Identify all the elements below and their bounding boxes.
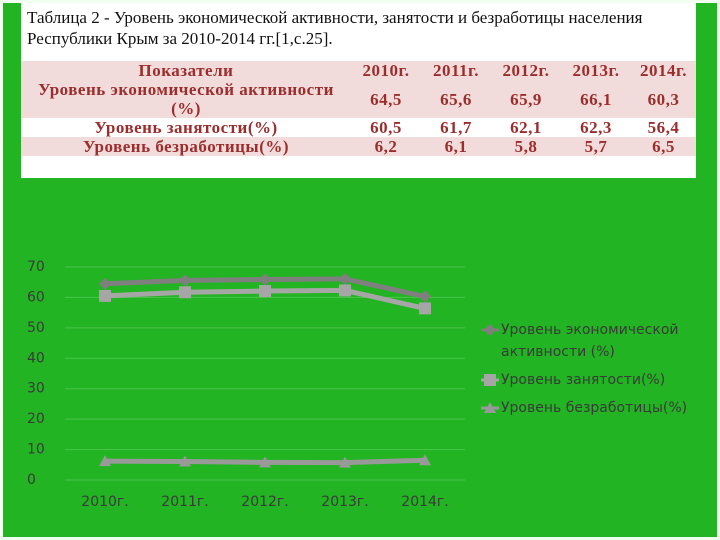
- table-cell: 65,6: [440, 89, 472, 109]
- marker: [179, 286, 191, 299]
- table-image: Таблица 2 - Уровень экономической активн…: [21, 3, 696, 178]
- marker: [484, 374, 496, 386]
- y-tick-label: 0: [27, 472, 36, 488]
- header-cell: 2010г.: [362, 61, 410, 80]
- marker: [259, 273, 271, 286]
- table-cell: 6,1: [444, 137, 468, 156]
- table-cell: 6,5: [652, 137, 675, 156]
- marker: [484, 402, 496, 413]
- table-row: Уровень безработицы(%) 6,2 6,1 5,8 5,7 6,5: [21, 137, 696, 156]
- x-tick-label: 2011г.: [161, 494, 208, 510]
- x-tick-label: 2012г.: [241, 494, 288, 510]
- legend-label: Уровень безработицы(%): [501, 400, 688, 416]
- marker: [419, 290, 431, 303]
- table-cell: 56,4: [647, 118, 680, 137]
- header-cell: 2011г.: [432, 61, 480, 80]
- marker: [419, 454, 431, 466]
- table-title: Таблица 2 - Уровень экономической активн…: [27, 8, 643, 48]
- table-row: Уровень занятости(%) 60,5 61,7 62,1 62,3 56,4: [21, 118, 696, 137]
- marker: [339, 272, 351, 285]
- legend-label: Уровень экономической активности (%): [501, 322, 679, 360]
- table-cell: 5,8: [514, 137, 538, 156]
- marker: [99, 277, 111, 290]
- marker: [99, 455, 111, 467]
- table-cell: 66,1: [580, 89, 612, 109]
- marker: [339, 284, 351, 297]
- marker: [179, 274, 191, 287]
- y-tick-label: 50: [27, 320, 45, 336]
- header-cell: Показатели: [138, 61, 234, 80]
- legend-label: Уровень занятости(%): [501, 372, 666, 388]
- y-tick-label: 70: [27, 259, 45, 275]
- table-cell: Уровень экономической активности (%): [38, 80, 334, 118]
- header-cell: 2014г.: [639, 61, 688, 80]
- table-row: Уровень экономической активности (%) 64,5…: [21, 80, 696, 118]
- y-tick-label: 10: [27, 442, 45, 458]
- legend-item: Уровень занятости(%): [481, 369, 701, 391]
- legend-item: Уровень экономической активности (%): [481, 319, 701, 363]
- legend-icon: [481, 324, 499, 336]
- header-cell: 2012г.: [502, 61, 550, 80]
- y-tick-label: 40: [27, 350, 45, 366]
- legend-icon: [481, 374, 499, 386]
- table-cell: Уровень занятости(%): [94, 118, 278, 137]
- marker: [99, 289, 111, 302]
- header-row: Показатели 2010г. 2011г. 2012г. 2013г. 2014г.: [21, 61, 696, 80]
- table-cell: 6,2: [374, 137, 398, 156]
- y-tick-label: 20: [27, 411, 45, 427]
- table-cell: 60,5: [370, 118, 402, 137]
- y-tick-label: 30: [27, 381, 45, 397]
- legend-item: Уровень безработицы(%): [481, 397, 701, 419]
- table-cell: Уровень безработицы(%): [82, 137, 290, 156]
- marker: [259, 456, 271, 468]
- table-cell: 61,7: [440, 118, 472, 137]
- legend-icon: [481, 402, 499, 413]
- y-tick-label: 60: [27, 289, 45, 305]
- data-table: Показатели 2010г. 2011г. 2012г. 2013г. 2014г.…: [21, 61, 696, 156]
- marker: [179, 455, 191, 467]
- marker: [484, 324, 496, 336]
- x-tick-label: 2010г.: [81, 494, 128, 510]
- header-cell: 2013г.: [572, 61, 620, 80]
- x-tick-label: 2014г.: [401, 494, 448, 510]
- legend: Уровень экономической активности (%) Уров…: [481, 319, 701, 425]
- table-cell: 62,1: [510, 118, 542, 137]
- marker: [259, 285, 271, 298]
- marker: [339, 456, 351, 468]
- table-cell: 5,7: [584, 137, 608, 156]
- table-cell: 60,3: [647, 89, 680, 109]
- table-cell: 62,3: [580, 118, 612, 137]
- chart: 0 10 20 30 40 50 60 70 2010г. 2011г. 2012г. 2013г. 2…: [27, 259, 465, 510]
- marker: [419, 302, 431, 315]
- x-tick-label: 2013г.: [321, 494, 368, 510]
- table-cell: 64,5: [370, 89, 402, 109]
- table-cell: 65,9: [510, 89, 542, 109]
